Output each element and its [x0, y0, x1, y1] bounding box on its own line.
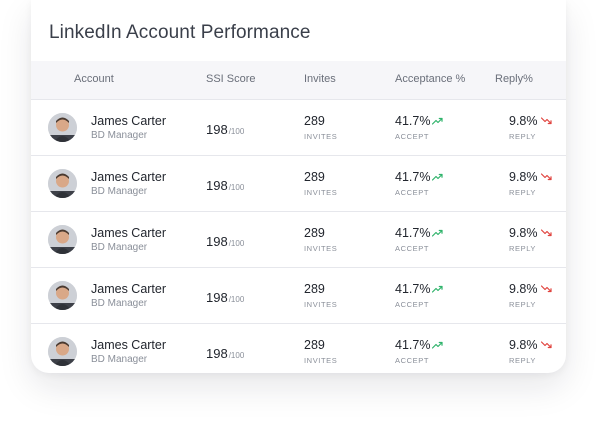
acceptance-value: 41.7%: [395, 170, 431, 184]
trend-down-icon: [541, 285, 552, 293]
trend-up-icon: [432, 285, 443, 293]
table-row[interactable]: James Carter BD Manager 198/100 289 INVI…: [31, 324, 566, 373]
account-role: BD Manager: [91, 186, 148, 197]
column-header-account[interactable]: Account: [74, 73, 114, 85]
reply-label: REPLY: [509, 132, 537, 141]
acceptance-label: ACCEPT: [395, 300, 430, 309]
invites-label: INVITES: [304, 300, 338, 309]
account-name: James Carter: [91, 170, 167, 184]
acceptance-value: 41.7%: [395, 338, 431, 352]
acceptance-label: ACCEPT: [395, 356, 430, 365]
ssi-score-value: 198: [206, 346, 228, 361]
reply-value: 9.8%: [509, 338, 538, 352]
avatar: [48, 113, 77, 142]
performance-card: LinkedIn Account Performance Account SSI…: [31, 0, 566, 373]
invites-value: 289: [304, 170, 325, 184]
account-role: BD Manager: [91, 298, 148, 309]
acceptance-value: 41.7%: [395, 226, 431, 240]
acceptance-label: ACCEPT: [395, 244, 430, 253]
avatar: [48, 225, 77, 254]
reply-label: REPLY: [509, 188, 537, 197]
trend-up-icon: [432, 173, 443, 181]
reply-value: 9.8%: [509, 226, 538, 240]
acceptance-label: ACCEPT: [395, 132, 430, 141]
trend-up-icon: [432, 117, 443, 125]
ssi-score: 198/100: [206, 289, 244, 307]
reply-label: REPLY: [509, 244, 537, 253]
ssi-score-max: /100: [228, 295, 245, 304]
ssi-score-max: /100: [228, 183, 245, 192]
invites-label: INVITES: [304, 132, 338, 141]
table-row[interactable]: James Carter BD Manager 198/100 289 INVI…: [31, 100, 566, 156]
ssi-score: 198/100: [206, 233, 244, 251]
account-role: BD Manager: [91, 130, 148, 141]
avatar: [48, 337, 77, 366]
reply-value: 9.8%: [509, 114, 538, 128]
table-body: James Carter BD Manager 198/100 289 INVI…: [31, 100, 566, 373]
table-row[interactable]: James Carter BD Manager 198/100 289 INVI…: [31, 212, 566, 268]
ssi-score-value: 198: [206, 234, 228, 249]
account-name: James Carter: [91, 338, 167, 352]
invites-value: 289: [304, 338, 325, 352]
avatar: [48, 169, 77, 198]
account-name: James Carter: [91, 282, 167, 296]
ssi-score: 198/100: [206, 121, 244, 139]
ssi-score-max: /100: [228, 127, 245, 136]
trend-down-icon: [541, 117, 552, 125]
reply-label: REPLY: [509, 356, 537, 365]
invites-value: 289: [304, 282, 325, 296]
card-title: LinkedIn Account Performance: [49, 22, 311, 43]
column-header-invites[interactable]: Invites: [304, 73, 336, 85]
avatar: [48, 281, 77, 310]
column-header-reply[interactable]: Reply%: [495, 73, 533, 85]
table-header: Account SSI Score Invites Acceptance % R…: [31, 61, 566, 100]
acceptance-value: 41.7%: [395, 114, 431, 128]
ssi-score-value: 198: [206, 290, 228, 305]
ssi-score: 198/100: [206, 345, 244, 363]
account-name: James Carter: [91, 114, 167, 128]
ssi-score-max: /100: [228, 351, 245, 360]
invites-label: INVITES: [304, 188, 338, 197]
column-header-ssi-score[interactable]: SSI Score: [206, 73, 256, 85]
acceptance-value: 41.7%: [395, 282, 431, 296]
ssi-score: 198/100: [206, 177, 244, 195]
reply-value: 9.8%: [509, 170, 538, 184]
ssi-score-value: 198: [206, 178, 228, 193]
ssi-score-value: 198: [206, 122, 228, 137]
trend-down-icon: [541, 341, 552, 349]
account-role: BD Manager: [91, 242, 148, 253]
account-role: BD Manager: [91, 354, 148, 365]
ssi-score-max: /100: [228, 239, 245, 248]
trend-down-icon: [541, 229, 552, 237]
reply-label: REPLY: [509, 300, 537, 309]
trend-up-icon: [432, 341, 443, 349]
account-name: James Carter: [91, 226, 167, 240]
column-header-acceptance[interactable]: Acceptance %: [395, 73, 466, 85]
invites-label: INVITES: [304, 356, 338, 365]
invites-value: 289: [304, 226, 325, 240]
table-row[interactable]: James Carter BD Manager 198/100 289 INVI…: [31, 268, 566, 324]
trend-down-icon: [541, 173, 552, 181]
trend-up-icon: [432, 229, 443, 237]
reply-value: 9.8%: [509, 282, 538, 296]
table-row[interactable]: James Carter BD Manager 198/100 289 INVI…: [31, 156, 566, 212]
invites-label: INVITES: [304, 244, 338, 253]
invites-value: 289: [304, 114, 325, 128]
acceptance-label: ACCEPT: [395, 188, 430, 197]
